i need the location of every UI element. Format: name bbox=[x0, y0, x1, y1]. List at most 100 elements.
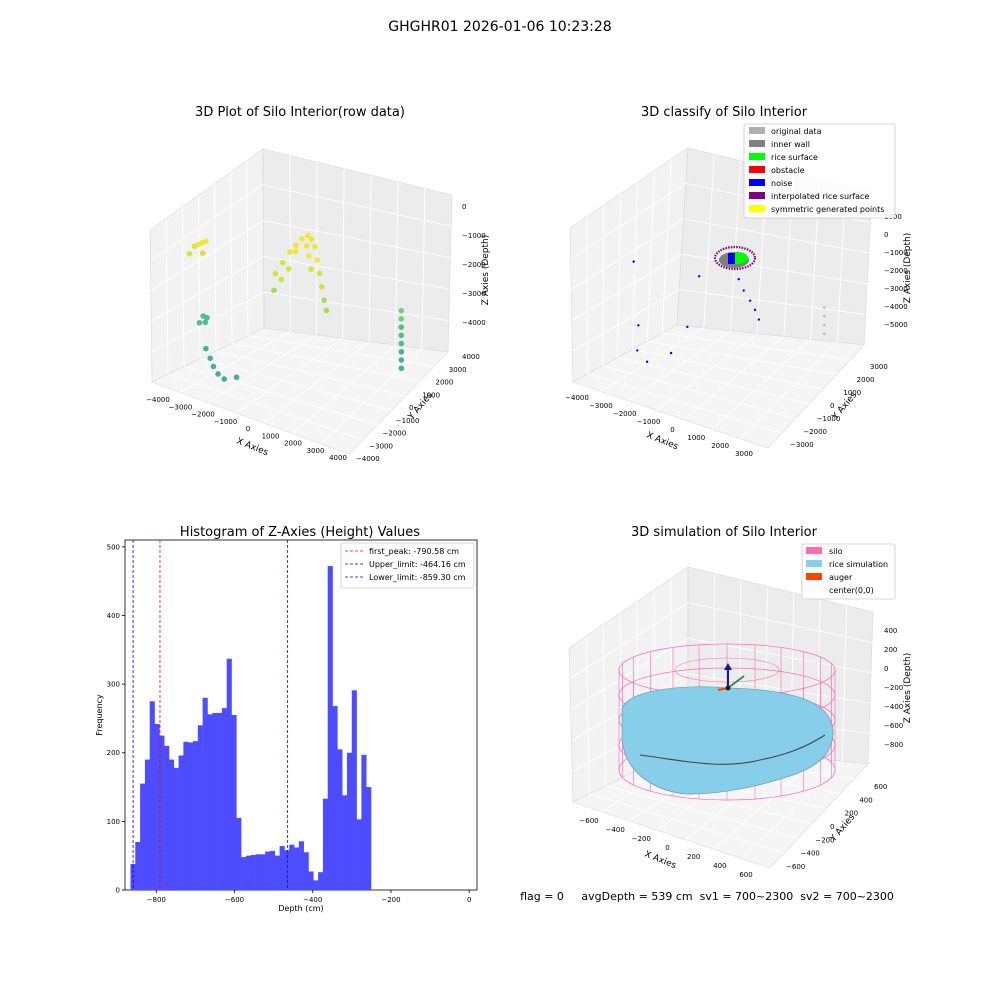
gridline bbox=[602, 365, 796, 420]
hist-bar bbox=[135, 841, 141, 890]
tick-label: −200 bbox=[632, 835, 651, 843]
hist-bar bbox=[269, 850, 276, 890]
tick-label: 2000 bbox=[711, 442, 729, 450]
gridline bbox=[681, 253, 868, 285]
data-point bbox=[398, 357, 405, 363]
gridline bbox=[263, 291, 449, 322]
data-point bbox=[697, 275, 701, 278]
data-point bbox=[823, 332, 826, 336]
gridline bbox=[617, 357, 810, 405]
hist-bar bbox=[250, 855, 256, 890]
legend-label: symmetric generated points bbox=[771, 205, 884, 214]
hist-bar bbox=[217, 712, 223, 890]
tick-label: −1000 bbox=[396, 417, 420, 425]
tick-label: −400 bbox=[303, 896, 322, 904]
data-point bbox=[636, 349, 639, 352]
tick-label: 200 bbox=[687, 853, 700, 861]
gridline bbox=[662, 332, 851, 361]
data-point bbox=[753, 308, 757, 312]
data-point bbox=[314, 257, 321, 263]
panel-histogram: Histogram of Z-Axies (Height) Values −80… bbox=[95, 525, 478, 913]
hist-bar bbox=[289, 844, 295, 890]
data-point bbox=[204, 314, 210, 321]
data-point bbox=[823, 323, 826, 327]
hist-bar bbox=[159, 735, 165, 890]
legend-swatch bbox=[749, 140, 765, 147]
data-point bbox=[203, 345, 209, 352]
data-point bbox=[669, 351, 673, 355]
tick-label: −3000 bbox=[462, 290, 486, 298]
gridline bbox=[617, 193, 622, 358]
hist-bar bbox=[236, 817, 242, 890]
data-point bbox=[210, 363, 217, 370]
data-point bbox=[637, 324, 640, 327]
data-point bbox=[742, 289, 745, 292]
tick-label: 0 bbox=[884, 231, 888, 239]
data-point bbox=[398, 316, 405, 322]
panel2-legend: original data inner wall rice surface obsta… bbox=[743, 123, 896, 219]
tick-label: −600 bbox=[579, 817, 598, 825]
tick-label: −1000 bbox=[214, 418, 238, 426]
center-point bbox=[725, 685, 731, 691]
gridline bbox=[571, 253, 682, 321]
data-point bbox=[757, 318, 761, 321]
tick-label: 200 bbox=[884, 646, 897, 654]
gridline bbox=[230, 172, 233, 344]
tick-label: −4000 bbox=[146, 396, 170, 404]
interpolated-surface-mark bbox=[713, 245, 757, 271]
tick-label: 0 bbox=[830, 823, 834, 831]
hist-bar bbox=[207, 714, 213, 890]
hist-bar bbox=[332, 706, 338, 890]
tick-label: −1000 bbox=[817, 415, 841, 423]
gridline bbox=[711, 338, 811, 430]
tick-label: 200 bbox=[845, 810, 858, 818]
gridline bbox=[199, 358, 392, 411]
legend-label: Upper_limit: -464.16 cm bbox=[369, 560, 466, 569]
data-point bbox=[186, 250, 193, 257]
gridline bbox=[628, 330, 731, 402]
data-point bbox=[398, 324, 405, 330]
tick-label: 0 bbox=[884, 665, 888, 673]
tick-label: 1000 bbox=[262, 432, 280, 440]
data-point bbox=[202, 319, 209, 326]
tick-label: −4000 bbox=[884, 303, 908, 311]
tick-label: −400 bbox=[801, 850, 820, 858]
gridline bbox=[647, 340, 837, 375]
gridline bbox=[215, 350, 406, 397]
pane-floor bbox=[151, 327, 449, 455]
data-point bbox=[221, 376, 227, 382]
gridline bbox=[264, 341, 370, 424]
tick-label: −3000 bbox=[169, 403, 193, 411]
gridline bbox=[368, 175, 372, 342]
data-point bbox=[312, 243, 318, 250]
legend-label: silo bbox=[829, 547, 843, 556]
tick-label: 3000 bbox=[449, 366, 467, 374]
tick-label: −400 bbox=[606, 826, 625, 834]
hist-bar bbox=[337, 749, 343, 890]
legend-swatch bbox=[749, 205, 765, 212]
legend-box bbox=[743, 123, 896, 219]
hist-bar bbox=[356, 819, 362, 890]
hist-bar bbox=[361, 754, 367, 890]
legend-label: inner wall bbox=[771, 140, 810, 149]
gridline bbox=[572, 289, 680, 352]
data-point bbox=[737, 278, 740, 281]
tick-label: 0 bbox=[409, 404, 413, 412]
gridline bbox=[687, 602, 873, 643]
gridline bbox=[684, 336, 785, 421]
tick-label: −3000 bbox=[589, 402, 613, 410]
hist-bar bbox=[255, 854, 261, 890]
gridline bbox=[585, 636, 590, 794]
legend-swatch bbox=[749, 166, 765, 173]
gridline bbox=[661, 159, 672, 334]
hist-bar bbox=[154, 723, 160, 890]
tick-label: −600 bbox=[225, 896, 244, 904]
tick-label: −5000 bbox=[884, 321, 908, 329]
legend-swatch bbox=[806, 560, 822, 567]
tick-label: 600 bbox=[739, 871, 752, 879]
data-point bbox=[292, 248, 299, 255]
tick-label: −800 bbox=[147, 896, 166, 904]
gridline bbox=[687, 673, 871, 704]
tick-label: 1000 bbox=[843, 389, 861, 397]
hist-legend: first_peak: -790.58 cm Upper_limit: -464.… bbox=[340, 542, 475, 589]
